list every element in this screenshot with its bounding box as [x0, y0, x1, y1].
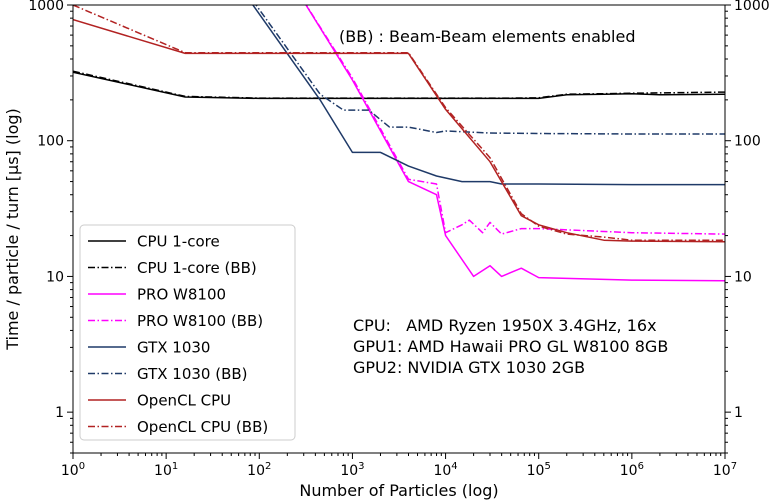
- hw-note-gpu2: GPU2: NVIDIA GTX 1030 2GB: [353, 358, 585, 377]
- x-tick-label: 107: [713, 461, 737, 479]
- x-tick-label: 102: [247, 461, 271, 479]
- x-tick-label: 101: [154, 461, 178, 479]
- series-line-5: [255, 5, 725, 135]
- y-axis-label: Time / particle / turn [µs] (log): [3, 108, 22, 351]
- y-axis-ticks: 1 1 10 10 100 100 1000 1000: [28, 0, 770, 454]
- legend-label-4: GTX 1030: [137, 339, 210, 357]
- series-line-3: [305, 5, 725, 235]
- hw-note-cpu: CPU: AMD Ryzen 1950X 3.4GHz, 16x: [353, 316, 657, 335]
- series-line-7: [73, 5, 725, 241]
- legend-label-1: CPU 1-core (BB): [137, 259, 257, 277]
- y-tick-label-left: 10: [46, 269, 64, 285]
- x-tick-label: 106: [620, 461, 644, 479]
- legend-label-3: PRO W8100 (BB): [137, 312, 263, 330]
- legend-label-2: PRO W8100: [137, 286, 226, 304]
- series-line-0: [73, 71, 725, 100]
- y-tick-label-right: 10: [734, 269, 752, 285]
- x-axis-ticks: 100 101 102 103 104 105 106 107: [61, 453, 737, 479]
- legend-label-0: CPU 1-core: [137, 233, 220, 251]
- legend-box: [79, 224, 296, 441]
- legend-label-5: GTX 1030 (BB): [137, 365, 248, 383]
- x-tick-label: 105: [527, 461, 551, 479]
- hw-note-gpu1: GPU1: AMD Hawaii PRO GL W8100 8GB: [353, 337, 668, 356]
- y-tick-label-right: 100: [734, 134, 761, 150]
- y-tick-label-left: 100: [37, 134, 64, 150]
- legend-label-7: OpenCL CPU (BB): [137, 418, 268, 436]
- legend-label-6: OpenCL CPU: [137, 392, 231, 410]
- x-tick-label: 104: [433, 461, 457, 479]
- legend: CPU 1-core CPU 1-core (BB) PRO W8100 PRO W8…: [79, 224, 296, 441]
- series-lines: [73, 5, 725, 282]
- beam-beam-note: (BB) : Beam-Beam elements enabled: [339, 27, 636, 46]
- x-axis-label: Number of Particles (log): [299, 481, 498, 500]
- y-tick-label-left: 1000: [28, 0, 64, 14]
- series-line-6: [73, 18, 725, 243]
- series-line-2: [305, 5, 725, 282]
- x-tick-label: 100: [61, 461, 85, 479]
- y-tick-label-right: 1: [734, 405, 743, 421]
- x-tick-label: 103: [340, 461, 364, 479]
- plot-frame: [72, 4, 726, 454]
- series-line-4: [251, 5, 725, 186]
- legend-items: CPU 1-core CPU 1-core (BB) PRO W8100 PRO W8…: [88, 233, 268, 436]
- y-tick-label-right: 1000: [734, 0, 770, 14]
- y-tick-label-left: 1: [55, 405, 64, 421]
- series-line-1: [73, 70, 725, 99]
